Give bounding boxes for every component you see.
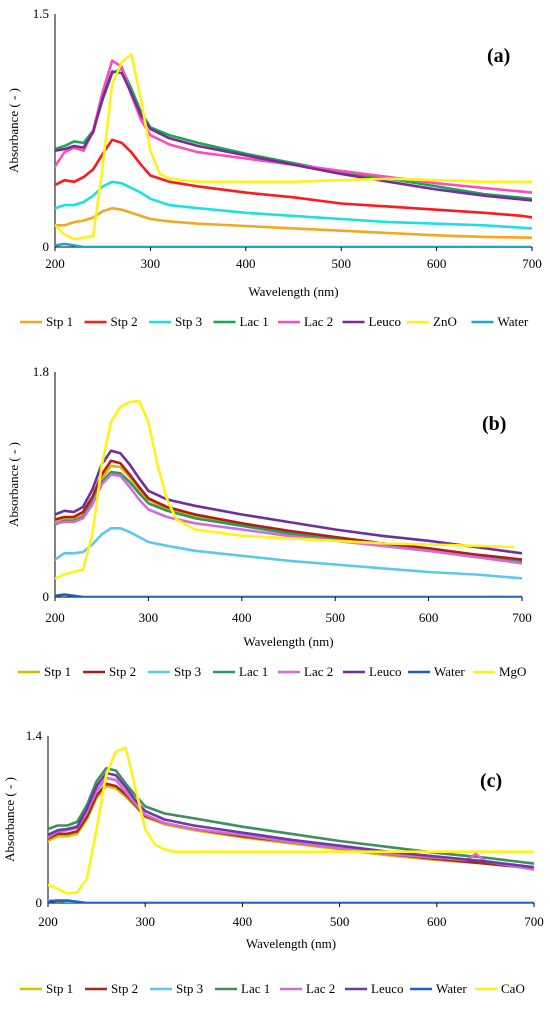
x-tick-label: 200 [38,914,58,929]
legend-label-stp-2: Stp 2 [111,314,138,329]
y-tick-label: 0 [36,895,43,910]
legend-label-cao: CaO [501,981,525,996]
legend-label-lac-1: Lac 1 [239,664,268,679]
legend-label-leuco: Leuco [371,981,403,996]
x-tick-label: 700 [512,610,532,625]
legend-label-mgo: MgO [499,664,526,679]
chart-panel-b: 200 300 400 500 600 700 0 1.8 Wavelength (nm) Abs… [6,364,532,679]
series-line-lac-1 [48,766,534,865]
series-line-stp-3 [55,527,522,580]
legend-label-lac-2: Lac 2 [304,664,333,679]
legend: Stp 1 Stp 2 Stp 3 Lac 1 Lac 2 Leuco Water MgO [18,664,526,679]
x-tick-label: 500 [325,610,345,625]
y-tick-label: 1.5 [33,6,49,21]
legend-label-leuco: Leuco [369,314,401,329]
legend: Stp 1 Stp 2 Stp 3 Lac 1 Lac 2 Leuco Water CaO [20,981,525,996]
y-tick-label: 0 [43,239,50,254]
series-group [55,399,522,597]
y-tick-label: 1.4 [26,728,43,743]
x-tick-label: 300 [141,256,161,271]
series-line-lac-1 [55,67,532,201]
legend-label-stp-2: Stp 2 [109,664,136,679]
x-tick-label: 500 [331,256,351,271]
x-tick-label: 700 [522,256,542,271]
x-tick-label: 600 [427,256,447,271]
legend-label-water: Water [434,664,465,679]
series-line-stp-2 [55,138,532,219]
legend-label-water: Water [498,314,529,329]
legend-label-stp-3: Stp 3 [174,664,201,679]
x-tick-label: 200 [45,610,65,625]
series-line-mgo [55,399,514,580]
x-tick-label: 400 [236,256,256,271]
x-tick-label: 600 [427,914,447,929]
x-axis-title: Wavelength (nm) [246,936,336,951]
legend-label-leuco: Leuco [369,664,401,679]
y-tick-label: 1.8 [33,364,49,379]
x-tick-label: 600 [419,610,439,625]
x-axis-title: Wavelength (nm) [243,634,333,649]
x-tick-label: 700 [524,914,544,929]
series-line-leuco [55,449,522,555]
chart-panel-a: 200 300 400 500 600 700 0 1.5 Wavelength (nm) Abs… [6,6,542,329]
legend-label-lac-2: Lac 2 [304,314,333,329]
y-tick-label: 0 [43,589,50,604]
series-line-lac-1 [55,470,522,564]
x-tick-label: 500 [330,914,350,929]
legend-label-zno: ZnO [433,314,457,329]
chart-panel-c: 200 300 400 500 600 700 0 1.4 Wavelength (nm) Abs… [2,728,544,996]
legend-label-stp-3: Stp 3 [175,314,202,329]
x-tick-label: 300 [135,914,155,929]
y-axis-title: Absorbance ( - ) [6,88,21,173]
panel-label: (b) [482,413,506,435]
series-line-lac-2 [55,473,522,565]
series-line-water [55,593,522,597]
series-line-zno [55,53,532,241]
y-axis-title: Absorbance ( - ) [2,777,17,862]
series-line-cao [48,746,534,895]
x-tick-label: 300 [139,610,159,625]
series-line-water [48,899,534,903]
series-line-stp-1 [55,206,532,239]
series-group [55,53,532,247]
series-line-water [55,242,532,247]
series-line-stp-3 [55,180,532,230]
legend-label-stp-1: Stp 1 [44,664,71,679]
series-group [48,746,534,903]
legend-label-lac-1: Lac 1 [241,981,270,996]
y-axis-title: Absorbance ( - ) [6,442,21,527]
x-tick-label: 200 [45,256,65,271]
legend-label-water: Water [436,981,467,996]
legend-label-stp-3: Stp 3 [176,981,203,996]
x-tick-label: 400 [233,914,253,929]
x-tick-label: 400 [232,610,252,625]
legend-label-lac-2: Lac 2 [306,981,335,996]
legend: Stp 1 Stp 2 Stp 3 Lac 1 Lac 2 Leuco ZnO Water [20,314,529,329]
legend-label-stp-1: Stp 1 [46,314,73,329]
panel-label: (a) [487,45,510,67]
legend-label-stp-1: Stp 1 [46,981,73,996]
panel-label: (c) [480,770,502,792]
legend-label-lac-1: Lac 1 [240,314,269,329]
x-axis-title: Wavelength (nm) [248,284,338,299]
legend-label-stp-2: Stp 2 [111,981,138,996]
